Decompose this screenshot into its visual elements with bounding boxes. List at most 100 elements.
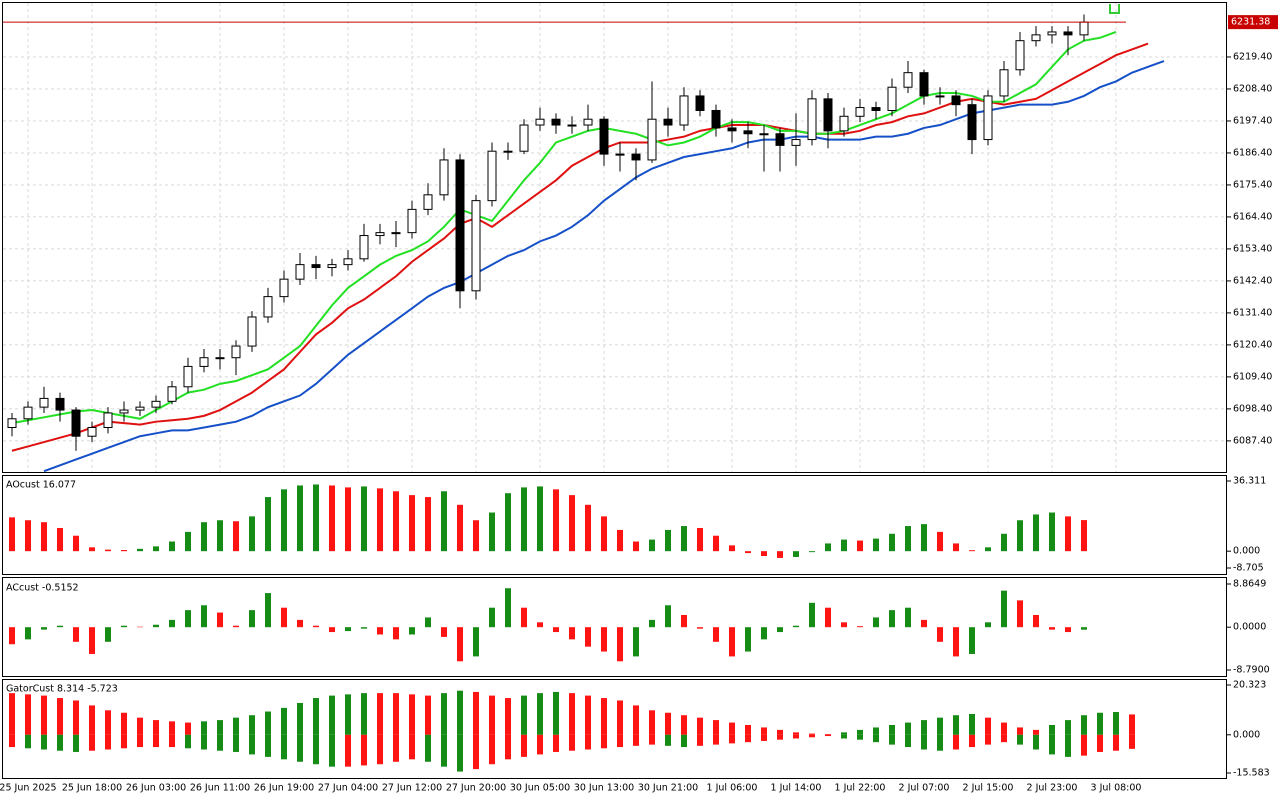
- gator-bar: [777, 729, 783, 735]
- y-tick-label: 6197.40: [1233, 115, 1272, 126]
- gator-bar: [89, 734, 95, 751]
- gator-bar: [1113, 712, 1119, 735]
- candle-body: [439, 159, 449, 196]
- gator-bar: [41, 695, 47, 735]
- histogram-bar: [857, 626, 863, 628]
- histogram-bar: [297, 485, 303, 552]
- histogram-bar: [1017, 520, 1023, 552]
- histogram-bar: [265, 497, 271, 552]
- candle-body: [375, 232, 385, 237]
- histogram-bar: [969, 627, 975, 654]
- gator-bar: [585, 695, 591, 735]
- gator-bar: [601, 698, 607, 735]
- candle-body: [855, 107, 865, 117]
- gator-bar: [249, 734, 255, 755]
- histogram-bar: [569, 627, 575, 640]
- histogram-bar: [601, 627, 607, 652]
- histogram-bar: [953, 627, 959, 657]
- gator-bar: [1017, 734, 1023, 745]
- gator-bar: [697, 717, 703, 735]
- histogram-bar: [425, 617, 431, 628]
- gator-bar: [57, 734, 63, 751]
- candle-body: [279, 278, 289, 298]
- y-tick-label: 6087.40: [1233, 435, 1272, 446]
- y-tick-label: 0.000: [1233, 729, 1260, 740]
- histogram-bar: [201, 522, 207, 552]
- histogram-bar: [537, 486, 543, 552]
- gator-bar: [345, 734, 351, 767]
- gator-bar: [777, 734, 783, 740]
- histogram-bar: [1049, 627, 1055, 630]
- histogram-bar: [921, 524, 927, 552]
- histogram-bar: [1033, 615, 1039, 628]
- histogram-bar: [249, 516, 255, 552]
- x-tick-label: 26 Jun 19:00: [254, 783, 314, 794]
- gator-bar: [857, 734, 863, 740]
- gator-bar: [1049, 725, 1055, 735]
- histogram-bar: [57, 625, 63, 628]
- gator-bar: [681, 715, 687, 735]
- candle-body: [583, 118, 593, 126]
- gator-bar: [1129, 714, 1135, 735]
- gator-bar: [537, 693, 543, 735]
- histogram-bar: [633, 541, 639, 552]
- gator-bar: [441, 734, 447, 767]
- gator-bar: [1001, 722, 1007, 735]
- candle-body: [119, 409, 129, 414]
- gator-bar: [9, 734, 15, 748]
- x-tick-label: 3 Jul 08:00: [1091, 783, 1142, 794]
- candle-body: [7, 418, 17, 429]
- histogram-bar: [9, 627, 15, 645]
- candle-body: [407, 208, 417, 234]
- histogram-bar: [1081, 520, 1087, 552]
- gator-bar: [425, 695, 431, 735]
- histogram-bar: [825, 607, 831, 628]
- gator-bar: [601, 734, 607, 749]
- gator-bar: [169, 734, 175, 748]
- histogram-bar: [281, 489, 287, 552]
- gator-bar: [921, 734, 927, 750]
- candle-body: [567, 124, 577, 127]
- histogram-bar: [1065, 627, 1071, 633]
- histogram-bar: [633, 627, 639, 657]
- gator-bar: [393, 734, 399, 762]
- gator-bar: [569, 693, 575, 735]
- gator-bar: [649, 734, 655, 745]
- gator-bar: [393, 693, 399, 735]
- histogram-bar: [617, 627, 623, 662]
- main-panel: [2, 2, 1227, 473]
- histogram-bar: [329, 485, 335, 552]
- gator-bar: [201, 721, 207, 735]
- histogram-bar: [121, 550, 127, 552]
- histogram-bar: [873, 617, 879, 628]
- gator-bar: [953, 715, 959, 735]
- gator-bar: [537, 734, 543, 755]
- gator-bar: [377, 734, 383, 765]
- histogram-bar: [569, 495, 575, 552]
- histogram-bar: [809, 551, 815, 553]
- gator-bar: [1097, 712, 1103, 735]
- gator-bar: [121, 734, 127, 749]
- gator-bar: [345, 694, 351, 735]
- gator-bar: [1033, 729, 1039, 735]
- gator-bar: [153, 734, 159, 748]
- histogram-bar: [313, 625, 319, 628]
- histogram-bar: [713, 627, 719, 642]
- histogram-bar: [537, 622, 543, 628]
- histogram-bar: [457, 627, 463, 662]
- gator-bar: [825, 734, 831, 735]
- histogram-bar: [201, 605, 207, 628]
- candle-body: [359, 235, 369, 260]
- histogram-bar: [441, 627, 447, 637]
- histogram-bar: [9, 517, 15, 552]
- gator-bar: [361, 693, 367, 735]
- candle-body: [231, 345, 241, 359]
- histogram-bar: [1033, 514, 1039, 552]
- y-tick-label: 6175.40: [1233, 179, 1272, 190]
- gator-bar: [553, 734, 559, 752]
- candle-body: [327, 264, 337, 269]
- gator-bar: [505, 698, 511, 735]
- histogram-bar: [809, 602, 815, 628]
- gator-bar: [313, 698, 319, 735]
- gator-bar: [665, 734, 671, 746]
